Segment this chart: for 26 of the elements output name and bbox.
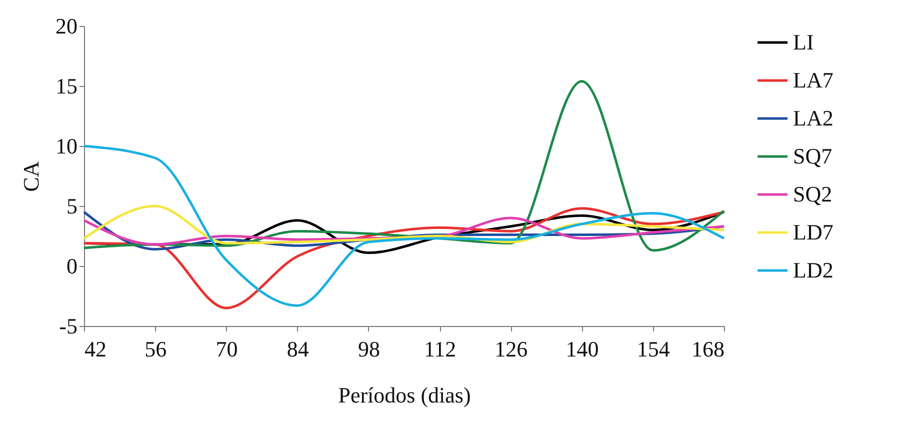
legend-label: LD2 <box>793 258 834 282</box>
legend-label: SQ7 <box>793 144 832 168</box>
legend-label: LA2 <box>793 106 834 130</box>
y-axis-title: CA <box>18 161 44 192</box>
y-tick-label: 15 <box>56 74 78 98</box>
line-series <box>82 144 726 307</box>
x-tick-label: 126 <box>494 336 528 362</box>
x-tick-label: 98 <box>358 336 380 362</box>
y-tick-label: 0 <box>66 254 78 278</box>
y-tick-label: 10 <box>56 134 78 158</box>
x-tick-label: 140 <box>566 336 599 362</box>
x-tick-label: 56 <box>144 336 167 362</box>
x-axis-title: Períodos (dias) <box>338 382 471 408</box>
legend-label: LA7 <box>793 68 834 92</box>
x-tick-label: 84 <box>286 336 309 362</box>
legend-label: LI <box>793 30 814 54</box>
x-tick-label: 168 <box>692 336 724 362</box>
legend-label: LD7 <box>793 220 834 244</box>
legend-label: SQ2 <box>793 182 832 206</box>
x-tick-label: 154 <box>636 336 670 362</box>
y-tick-label: 20 <box>56 14 78 38</box>
y-tick-label: -5 <box>59 314 78 338</box>
x-tick-label: 112 <box>424 336 456 362</box>
y-tick-label: 5 <box>66 194 78 218</box>
x-tick-label: 42 <box>84 336 106 362</box>
x-tick-label: 70 <box>216 336 238 362</box>
